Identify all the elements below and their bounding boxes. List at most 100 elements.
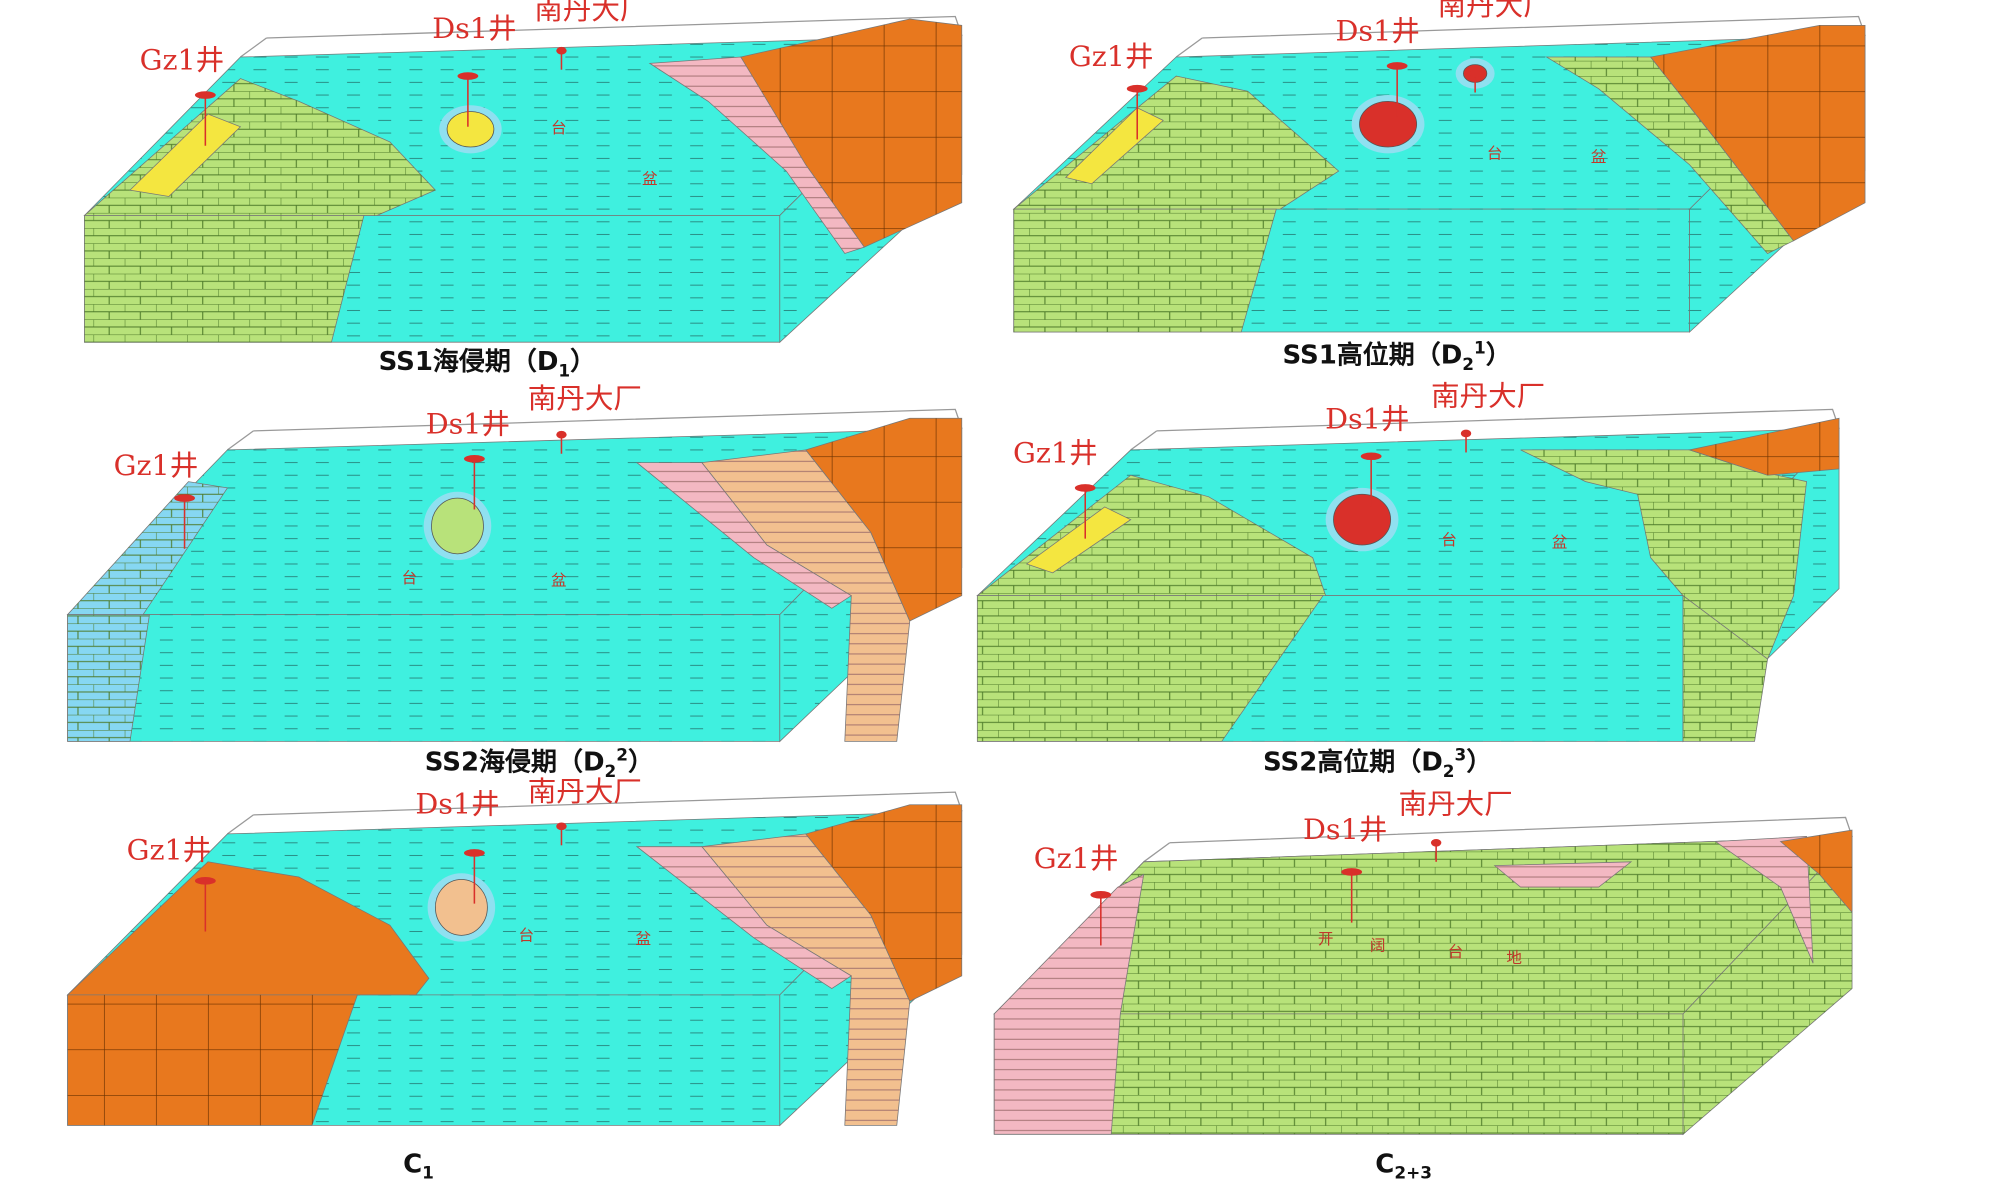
well-marker <box>1460 429 1472 438</box>
well-marker <box>1469 69 1481 78</box>
region-pattern <box>740 19 962 248</box>
region <box>129 113 242 197</box>
caption-sup: 1 <box>1474 339 1486 358</box>
caption-text: SS2高位期（D <box>1263 747 1443 778</box>
region-pattern <box>67 614 150 742</box>
well-marker <box>556 822 567 831</box>
well-marker <box>556 430 567 439</box>
region-pattern <box>649 57 865 254</box>
region-pattern <box>805 418 962 622</box>
well-marker <box>174 494 195 502</box>
region-pattern <box>67 994 358 1126</box>
region-pattern <box>977 595 1324 742</box>
caption: SS1海侵期（D1） <box>379 347 597 380</box>
well-label: Ds1井 <box>1303 813 1387 846</box>
well-marker <box>556 46 567 55</box>
caption-sub: 2 <box>1443 762 1455 781</box>
region-pattern <box>701 449 910 742</box>
box-outline <box>1175 37 1203 58</box>
well-label: 南丹大厂 <box>1437 0 1551 22</box>
well-label: 南丹大厂 <box>534 0 648 26</box>
area-label: 盆 <box>1591 148 1607 166</box>
caption-text: ） <box>628 748 654 778</box>
caption: C2+3 <box>1375 1150 1432 1183</box>
well-label: Gz1井 <box>114 450 199 483</box>
region <box>66 861 430 996</box>
area-label: 盆 <box>1552 534 1568 552</box>
region-pattern <box>1689 418 1840 476</box>
well-label: 南丹大厂 <box>528 382 642 415</box>
well-marker <box>463 454 485 463</box>
region-pattern <box>636 462 852 609</box>
caption: SS2高位期（D23） <box>1263 746 1492 781</box>
region-pattern <box>1683 595 1768 742</box>
well-label: Gz1井 <box>1069 40 1154 73</box>
region-pattern <box>994 1013 1684 1135</box>
caption-text: SS1海侵期（D <box>379 347 559 377</box>
caption-sub: 2 <box>605 762 617 781</box>
area-label: 阔 <box>1370 937 1386 955</box>
area-label: 盆 <box>642 170 658 188</box>
caption-sub: 1 <box>422 1164 434 1183</box>
well-label: 南丹大厂 <box>1398 788 1512 821</box>
region-pattern <box>1494 861 1632 888</box>
area-label: 地 <box>1506 949 1522 967</box>
region <box>1064 107 1164 185</box>
well-marker <box>1386 62 1408 70</box>
caption-text: ） <box>1486 341 1512 371</box>
area-label: 台 <box>1487 145 1503 163</box>
region-pattern <box>1546 57 1794 254</box>
area-label: 盆 <box>551 572 567 590</box>
well-label: Ds1井 <box>432 12 516 45</box>
box-outline <box>240 37 267 58</box>
region-pattern <box>701 833 910 1126</box>
area-label: 台 <box>1441 531 1457 549</box>
region-pattern <box>67 481 228 615</box>
box-outline <box>1156 408 1840 432</box>
region-pattern <box>1715 836 1814 964</box>
caption-text: SS2海侵期（D <box>425 748 605 778</box>
caption-text: C <box>403 1150 422 1180</box>
well-label: Ds1井 <box>1335 15 1419 48</box>
well-marker <box>194 877 216 885</box>
region-pattern <box>84 215 364 343</box>
region-pattern <box>1780 830 1853 913</box>
box-outline <box>1169 816 1853 844</box>
well-marker <box>1090 890 1112 899</box>
well-marker <box>457 72 479 80</box>
well-marker <box>1126 84 1148 93</box>
well-label: Ds1井 <box>415 788 499 821</box>
well-marker <box>1360 452 1382 461</box>
well-label: Ds1井 <box>1325 403 1409 436</box>
region-pattern <box>977 475 1326 596</box>
area-label: 台 <box>1448 943 1464 961</box>
region <box>1025 506 1132 574</box>
area-label: 台 <box>402 569 418 587</box>
area-label: 开 <box>1318 930 1334 948</box>
region-pattern <box>636 846 852 989</box>
well-label: Ds1井 <box>426 408 510 441</box>
region-pattern <box>805 804 962 1002</box>
caption-sup: 2 <box>616 746 628 765</box>
caption-sub: 2+3 <box>1394 1164 1432 1183</box>
caption: SS1高位期（D21） <box>1283 339 1512 374</box>
box-outline <box>1143 842 1171 863</box>
well-label: Gz1井 <box>140 44 225 77</box>
island <box>435 879 488 936</box>
region-pattern <box>67 614 780 742</box>
well-label: Gz1井 <box>1013 437 1098 470</box>
box-outline <box>227 814 254 835</box>
area-label: 盆 <box>636 930 652 948</box>
well-label: Gz1井 <box>1034 842 1119 875</box>
region-pattern <box>994 874 1144 1135</box>
well-marker <box>1341 868 1363 876</box>
well-marker <box>1074 484 1096 492</box>
caption-text: C <box>1375 1150 1394 1180</box>
well-label: Gz1井 <box>127 834 212 867</box>
area-label: 台 <box>519 927 535 945</box>
box-outline <box>227 430 254 451</box>
caption-text: SS1高位期（D <box>1283 340 1463 371</box>
region-pattern <box>1650 25 1866 241</box>
island <box>1333 493 1392 546</box>
region-pattern <box>1013 209 1277 333</box>
